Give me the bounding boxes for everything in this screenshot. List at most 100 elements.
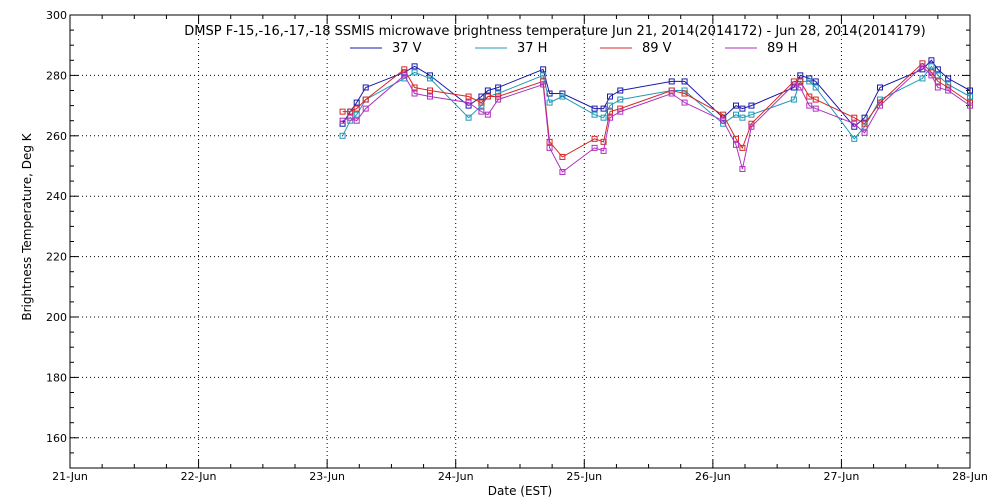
data-point [465, 93, 472, 100]
data-point [681, 99, 688, 106]
data-point [478, 93, 485, 100]
y-tick-label: 220 [46, 251, 67, 264]
data-point [559, 169, 566, 176]
data-point [427, 87, 433, 94]
data-point [600, 147, 607, 154]
data-point [495, 96, 502, 103]
series-line [342, 62, 971, 158]
data-point [967, 87, 973, 94]
data-point [934, 84, 941, 91]
data-point [812, 105, 819, 112]
data-point [559, 153, 566, 160]
data-point [748, 123, 755, 130]
data-point [928, 57, 935, 64]
data-point [861, 129, 868, 136]
data-point [806, 93, 813, 100]
data-point [851, 114, 858, 121]
data-point [546, 99, 553, 106]
data-point [967, 93, 973, 100]
data-point [347, 108, 354, 115]
data-point [739, 114, 746, 121]
data-point [478, 108, 485, 115]
y-tick-label: 300 [46, 9, 67, 22]
x-tick-label: 26-Jun [695, 470, 731, 483]
x-tick-label: 22-Jun [181, 470, 217, 483]
data-point [720, 111, 727, 118]
data-point [806, 102, 813, 109]
data-point [484, 93, 491, 100]
data-point [928, 72, 935, 79]
data-point [720, 117, 727, 124]
data-point [362, 84, 369, 91]
data-point [748, 102, 755, 109]
data-point [478, 99, 485, 106]
data-point [812, 96, 819, 103]
data-point [600, 114, 607, 121]
data-point [540, 66, 547, 73]
data-point [607, 114, 613, 121]
data-point [339, 108, 346, 115]
data-point [934, 66, 941, 73]
data-point [877, 102, 883, 109]
data-point [934, 78, 941, 85]
data-point [546, 144, 553, 151]
data-point [559, 93, 566, 100]
legend-label: 89 H [767, 41, 797, 56]
series-89-v [339, 60, 973, 160]
data-point [790, 81, 797, 88]
x-tick-label: 27-Jun [824, 470, 860, 483]
data-point [465, 99, 472, 106]
data-point [495, 93, 502, 100]
data-point [617, 96, 624, 103]
data-point [411, 63, 418, 70]
series-line [342, 65, 971, 173]
data-point [347, 114, 354, 121]
data-point [748, 111, 755, 118]
y-tick-label: 240 [46, 190, 67, 203]
data-point [339, 132, 346, 139]
data-point [877, 84, 883, 91]
data-point [967, 102, 973, 109]
data-point [934, 72, 941, 79]
data-point [353, 99, 360, 106]
data-point [607, 93, 613, 100]
legend-label: 37 V [392, 41, 422, 56]
data-point [806, 78, 813, 85]
data-point [739, 166, 746, 173]
series-37-v [339, 57, 973, 130]
data-point [495, 84, 502, 91]
data-point [362, 96, 369, 103]
y-axis-label: Brightness Temperature, Deg K [20, 132, 34, 320]
data-point [851, 120, 858, 127]
data-point [591, 135, 598, 142]
y-tick-label: 160 [46, 432, 67, 445]
x-tick-label: 28-Jun [952, 470, 988, 483]
series-line [342, 65, 971, 140]
series [339, 57, 973, 176]
data-point [339, 120, 346, 127]
data-point [812, 78, 819, 85]
plot-frame [69, 14, 971, 469]
data-point [733, 135, 739, 142]
y-tick-label: 260 [46, 130, 67, 143]
data-point [540, 81, 547, 88]
series-89-h [339, 63, 973, 176]
data-point [797, 84, 804, 91]
data-point [681, 90, 688, 97]
data-point [851, 135, 858, 142]
x-tick-label: 23-Jun [309, 470, 345, 483]
data-point [401, 72, 408, 79]
y-tick-label: 200 [46, 311, 67, 324]
data-point [411, 69, 418, 76]
data-point [733, 141, 739, 148]
data-point [945, 84, 952, 91]
data-point [739, 144, 746, 151]
data-point [411, 90, 418, 97]
legend-label: 89 V [642, 41, 672, 56]
data-point [600, 105, 607, 112]
data-point [600, 138, 607, 145]
x-tick-label: 21-Jun [52, 470, 88, 483]
data-point [591, 111, 598, 118]
